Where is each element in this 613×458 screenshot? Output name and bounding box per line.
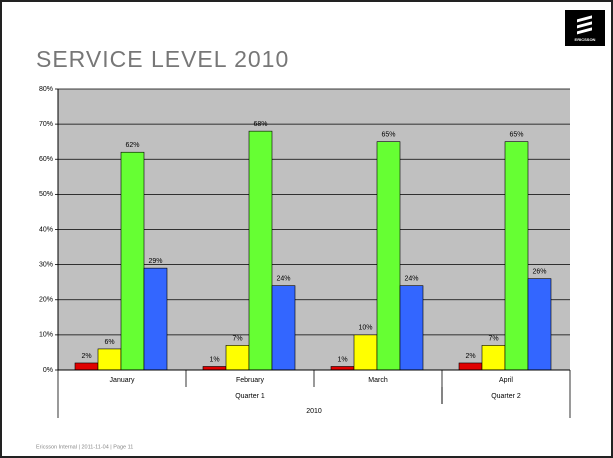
x-tick-label: April: [499, 377, 513, 384]
y-tick-label: 30%: [39, 261, 53, 268]
y-tick-label: 10%: [39, 332, 53, 339]
x-tick-label: January: [110, 377, 135, 384]
data-label: 10%: [358, 325, 372, 332]
bar: [504, 141, 529, 371]
x-tick-label: February: [236, 377, 265, 384]
logo-box: [565, 10, 605, 46]
data-label: 24%: [276, 276, 290, 283]
quarter-label: Quarter 1: [235, 393, 265, 400]
data-label: 65%: [381, 132, 395, 139]
bar: [458, 362, 483, 371]
quarter-label: Quarter 2: [491, 393, 521, 400]
data-label: 6%: [104, 339, 114, 346]
bar: [143, 267, 168, 371]
y-tick-label: 20%: [39, 297, 53, 304]
data-label: 29%: [148, 258, 162, 265]
bar: [353, 334, 378, 371]
data-label: 7%: [488, 335, 498, 342]
bar: [481, 345, 506, 371]
y-tick-label: 80%: [39, 86, 53, 93]
y-tick-label: 50%: [39, 191, 53, 198]
bar: [202, 366, 227, 371]
data-label: 68%: [253, 121, 267, 128]
data-label: 1%: [337, 356, 347, 363]
bar: [527, 278, 552, 371]
bar: [376, 141, 401, 371]
bar: [225, 345, 250, 371]
logo-stripe: [577, 21, 592, 29]
bar: [97, 348, 122, 371]
footer: Ericsson Internal | 2011-11-04 | Page 11: [36, 444, 133, 450]
data-label: 62%: [125, 142, 139, 149]
y-tick-label: 40%: [39, 226, 53, 233]
bar: [330, 366, 355, 371]
logo-stripe: [577, 15, 592, 23]
bar: [271, 285, 296, 371]
bar: [248, 130, 273, 371]
y-tick-label: 60%: [39, 156, 53, 163]
bar: [399, 285, 424, 371]
y-tick-label: 70%: [39, 121, 53, 128]
data-label: 26%: [532, 269, 546, 276]
bar: [74, 362, 99, 371]
logo-mark: [577, 15, 592, 35]
year-label: 2010: [306, 408, 322, 415]
data-label: 65%: [509, 132, 523, 139]
y-tick-label: 0%: [43, 367, 53, 374]
logo-stripe: [577, 27, 592, 35]
logo-text: ERICSSON: [575, 37, 596, 42]
bar: [120, 151, 145, 371]
data-label: 2%: [81, 353, 91, 360]
data-label: 2%: [465, 353, 475, 360]
data-label: 24%: [404, 276, 418, 283]
x-tick-label: March: [368, 377, 388, 384]
data-label: 1%: [209, 356, 219, 363]
slide-title: SERVICE LEVEL 2010: [36, 46, 289, 72]
data-label: 7%: [232, 335, 242, 342]
